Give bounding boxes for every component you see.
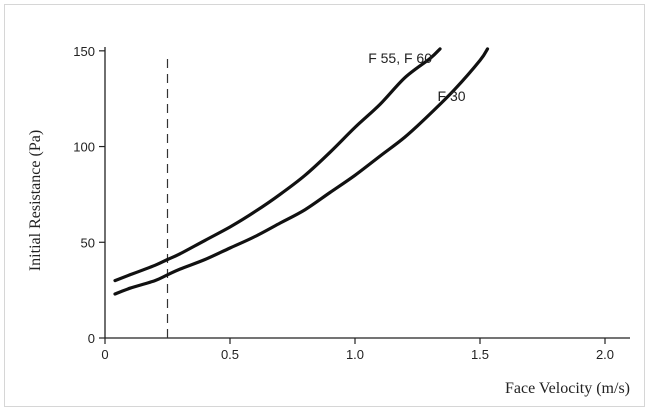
y-tick-label: 0: [88, 331, 95, 346]
y-tick-label: 150: [73, 44, 95, 59]
chart-border: [4, 4, 645, 407]
series-group: [113, 47, 490, 296]
series-label: F 30: [438, 88, 466, 104]
series-line: [113, 47, 490, 296]
x-axis-label: Face Velocity (m/s): [505, 380, 630, 397]
x-tick-label: 1.5: [471, 347, 489, 362]
x-tick-label: 0: [101, 347, 108, 362]
axis-ticks: 0 0.5 1.0 1.5 2.0 0 50 100 150: [73, 44, 614, 362]
series-labels: F 55, F 60 F 30: [368, 50, 466, 104]
y-tick-label: 50: [81, 235, 95, 250]
x-tick-label: 0.5: [221, 347, 239, 362]
series-line: [113, 47, 442, 283]
x-tick-label: 1.0: [346, 347, 364, 362]
y-axis-label: Initial Resistance (Pa): [27, 130, 44, 271]
y-tick-label: 100: [73, 140, 95, 155]
x-tick-label: 2.0: [596, 347, 614, 362]
series-label: F 55, F 60: [368, 50, 432, 66]
